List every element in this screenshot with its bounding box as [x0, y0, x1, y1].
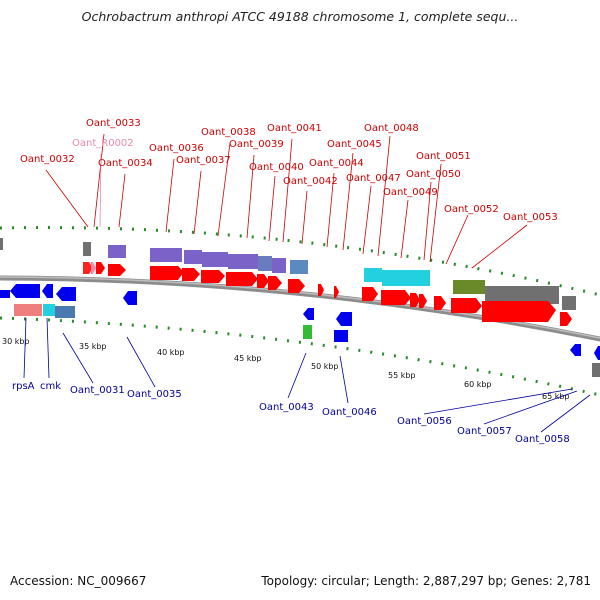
- gene-label[interactable]: Oant_0048: [364, 123, 419, 134]
- gene-label[interactable]: Oant_0035: [127, 389, 182, 400]
- gene-label[interactable]: Oant_0047: [346, 173, 401, 184]
- chromosome-backbone-highlight: [0, 276, 600, 339]
- gene-label[interactable]: Oant_0058: [515, 434, 570, 445]
- gene-label[interactable]: Oant_0053: [503, 212, 558, 223]
- map-title: Ochrobactrum anthropi ATCC 49188 chromos…: [81, 9, 519, 24]
- gene-label[interactable]: Oant_0039: [229, 139, 284, 150]
- reverse-cds-arrows: [0, 284, 600, 360]
- forward-cds-arrows: [83, 262, 572, 326]
- topology-text: Topology: circular; Length: 2,887,297 bp…: [261, 574, 591, 588]
- scale-label: 50 kbp: [311, 362, 339, 371]
- gene-label[interactable]: Oant_0046: [322, 407, 377, 418]
- gene-label[interactable]: Oant_0031: [70, 385, 125, 396]
- gene-label[interactable]: Oant_0050: [406, 169, 461, 180]
- scale-label: 35 kbp: [79, 342, 107, 351]
- gene-label[interactable]: Oant_0049: [383, 187, 438, 198]
- gene-label[interactable]: Oant_0057: [457, 426, 512, 437]
- forward-annotation-bars: [83, 242, 576, 310]
- rna-gene-label[interactable]: Oant_R0002: [72, 138, 134, 149]
- scale-label: 40 kbp: [157, 348, 185, 357]
- accession-text: Accession: NC_009667: [10, 574, 147, 588]
- scale-label: 30 kbp: [2, 337, 30, 346]
- gene-label[interactable]: Oant_0056: [397, 416, 452, 427]
- gene-label[interactable]: Oant_0052: [444, 204, 499, 215]
- gene-label[interactable]: Oant_0037: [176, 155, 231, 166]
- gene-label[interactable]: Oant_0034: [98, 158, 153, 169]
- gene-label[interactable]: Oant_0045: [327, 139, 382, 150]
- scale-label: 45 kbp: [234, 354, 262, 363]
- gene-label[interactable]: Oant_0043: [259, 402, 314, 413]
- gene-label[interactable]: Oant_0044: [309, 158, 364, 169]
- gene-label[interactable]: Oant_0040: [249, 162, 304, 173]
- gene-label[interactable]: Oant_0038: [201, 127, 256, 138]
- forward-gene-labels[interactable]: Oant_0032 Oant_0033 Oant_R0002 Oant_0034…: [20, 118, 558, 269]
- scale-labels: 30 kbp 35 kbp 40 kbp 45 kbp 50 kbp 55 kb…: [2, 337, 570, 401]
- scale-label: 65 kbp: [542, 392, 570, 401]
- scale-label: 55 kbp: [388, 371, 416, 380]
- gene-label[interactable]: Oant_0041: [267, 123, 322, 134]
- outer-tick-track: [0, 226, 600, 297]
- gene-label[interactable]: Oant_0033: [86, 118, 141, 129]
- gene-label[interactable]: cmk: [40, 381, 61, 392]
- gene-label[interactable]: rpsA: [12, 381, 35, 392]
- gene-label[interactable]: Oant_0036: [149, 143, 204, 154]
- gene-label[interactable]: Oant_0032: [20, 154, 75, 165]
- chromosome-backbone: [0, 275, 600, 342]
- gene-label[interactable]: Oant_0051: [416, 151, 471, 162]
- gene-label[interactable]: Oant_0042: [283, 176, 338, 187]
- reverse-annotation-bars: [0, 238, 600, 377]
- scale-label: 60 kbp: [464, 380, 492, 389]
- inner-tick-track: [0, 316, 600, 397]
- reverse-gene-labels[interactable]: rpsA cmk Oant_0031 Oant_0035 Oant_0043 O…: [12, 317, 591, 445]
